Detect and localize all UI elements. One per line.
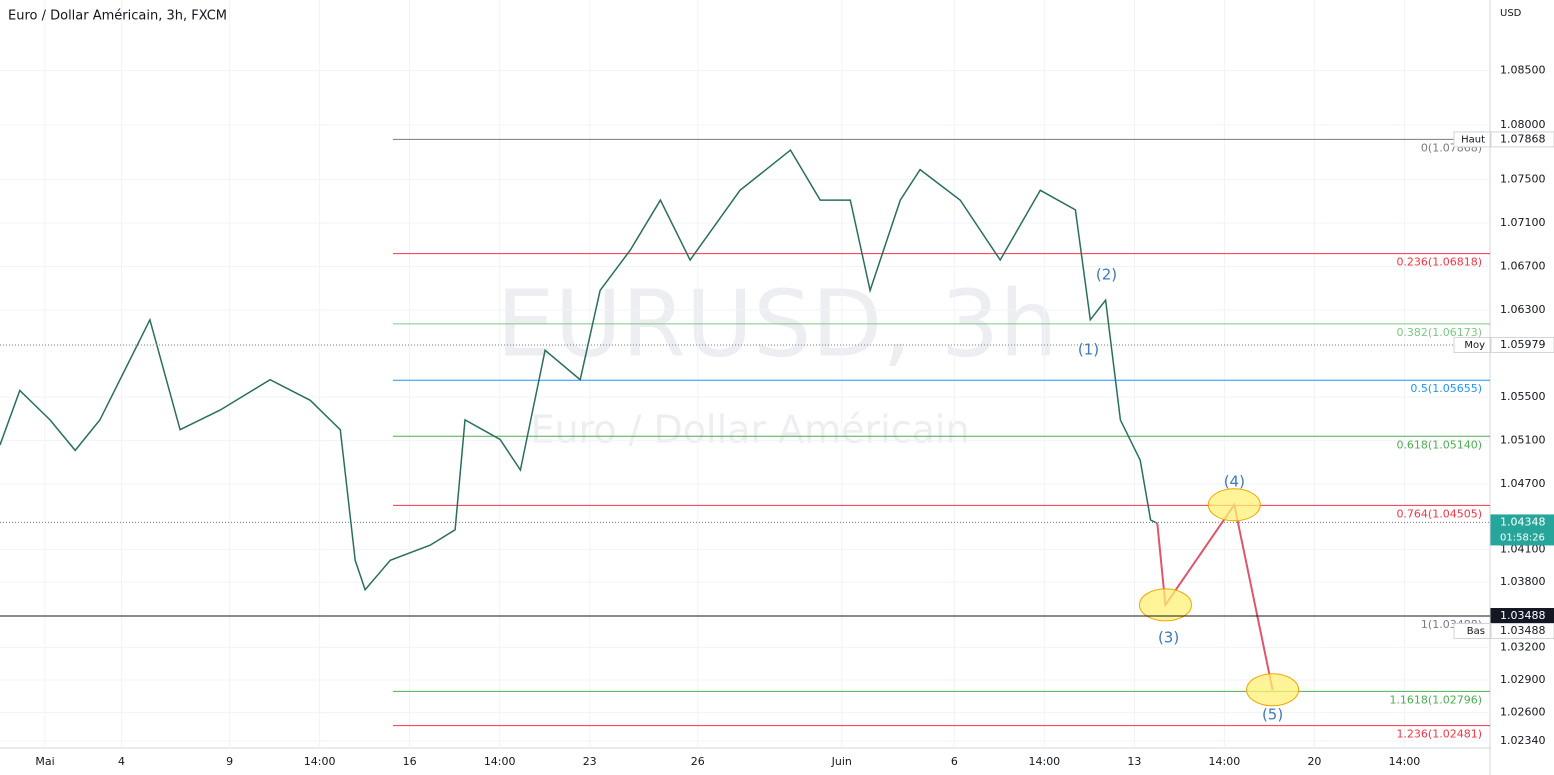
price-tag-value: 1.03488 [1500,609,1546,622]
chart-title: Euro / Dollar Américain, 3h, FXCM [8,9,227,24]
y-tick-label: 1.05100 [1500,434,1546,447]
price-tag [1490,623,1554,640]
y-tick-label: 1.08500 [1500,64,1546,77]
price-tag-value: 1.04348 [1500,515,1546,528]
price-line [1156,502,1274,691]
y-tick-label: 1.02900 [1500,673,1546,686]
fib-label: 0.5(1.05655) [1410,382,1482,395]
fib-label: 0.236(1.06818) [1396,256,1482,269]
price-tag-value: 1.05979 [1500,338,1546,351]
price-tag [1490,514,1554,546]
price-tag [1490,336,1554,353]
target-ellipse [1246,673,1300,707]
x-tick-label: 14:00 [1209,755,1241,768]
fib-label: 0.618(1.05140) [1396,438,1482,451]
price-tag-value: 1.07868 [1500,132,1546,145]
x-tick-label: 14:00 [484,755,516,768]
x-tick-label: 20 [1307,755,1321,768]
price-tag-label: Bas [1467,626,1485,637]
price-tag-label: Haut [1461,134,1485,145]
price-tag-label-box [1453,131,1491,148]
y-tick-label: 1.05500 [1500,390,1546,403]
price-line [0,148,1158,592]
y-tick-label: 1.03200 [1500,640,1546,653]
fib-label: 0.382(1.06173) [1396,326,1482,339]
y-tick-label: 1.07100 [1500,216,1546,229]
y-tick-label: 1.02600 [1500,706,1546,719]
wave-label: (3) [1158,628,1179,646]
y-tick-label: 1.08000 [1500,118,1546,131]
wave-label: (5) [1262,705,1283,723]
y-tick-label: 1.03800 [1500,575,1546,588]
wave-label: (4) [1224,472,1245,490]
x-tick-label: 13 [1127,755,1141,768]
price-tag-value: 1.03488 [1500,624,1546,637]
x-tick-label: 14:00 [1389,755,1421,768]
y-tick-label: 1.06700 [1500,259,1546,272]
y-tick-label: 1.02340 [1500,734,1546,747]
fib-label: 0.764(1.04505) [1396,507,1482,520]
x-tick-label: Mai [35,755,54,768]
y-tick-label: 1.07500 [1500,172,1546,185]
wave-label: (1) [1078,340,1099,358]
x-tick-label: 14:00 [304,755,336,768]
x-tick-label: 6 [951,755,958,768]
target-ellipse [1207,488,1261,522]
fib-label: 1.236(1.02481) [1396,728,1482,741]
countdown: 01:58:26 [1500,532,1545,543]
price-tag-label-box [1453,336,1491,353]
x-tick-label: 23 [583,755,597,768]
price-tag-label: Moy [1464,340,1485,351]
fib-label: 1.1618(1.02796) [1389,693,1482,706]
price-tag-label-box [1453,623,1491,640]
wave-label: (2) [1096,265,1117,283]
y-tick-label: 1.04700 [1500,477,1546,490]
target-ellipse [1138,588,1192,622]
x-tick-label: 4 [118,755,125,768]
price-tag [1490,131,1554,148]
currency: USD [1500,8,1522,19]
y-tick-label: 1.04100 [1500,542,1546,555]
x-tick-label: 26 [691,755,705,768]
x-tick-label: 14:00 [1028,755,1060,768]
x-tick-label: 9 [226,755,233,768]
y-tick-label: 1.06300 [1500,303,1546,316]
watermark-subtitle: Euro / Dollar Américain [530,408,969,452]
x-tick-label: 16 [403,755,417,768]
x-tick-label: Juin [831,755,852,768]
